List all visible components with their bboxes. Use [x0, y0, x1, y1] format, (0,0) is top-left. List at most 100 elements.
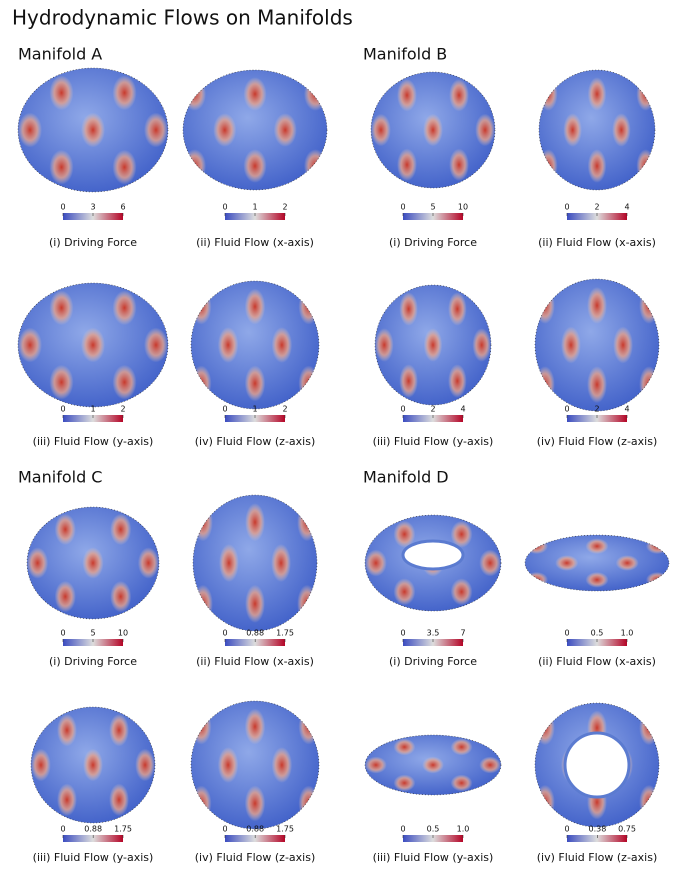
colorbar-tick-label: 0: [222, 629, 227, 638]
heat-blob: [273, 113, 297, 147]
manifold-render: [374, 284, 492, 406]
heat-blob: [479, 756, 501, 774]
colorbar-tick-label: 3.5: [427, 629, 440, 638]
colorbar-tick-label: 0: [60, 405, 65, 414]
heat-blob: [243, 149, 267, 183]
heat-blobs: [18, 75, 168, 185]
heat-blob: [245, 503, 265, 542]
surface: [193, 495, 317, 631]
heat-blob: [49, 75, 74, 111]
heat-blob: [244, 785, 266, 822]
heat-blob: [587, 366, 607, 404]
colorbar-tick-label: 0: [564, 629, 569, 638]
surface-edge: [17, 67, 169, 193]
heat-blob: [83, 748, 103, 782]
colorbar: [63, 639, 123, 646]
heat-blob: [112, 290, 137, 326]
panel-caption: (ii) Fluid Flow (x-axis): [538, 236, 656, 249]
heat-blob: [81, 327, 105, 363]
colorbar-tick-label: 2: [594, 405, 599, 414]
heat-blob: [397, 148, 417, 182]
surface: [191, 281, 319, 409]
colorbar-tick-label: 0.5: [591, 629, 604, 638]
heat-blob: [448, 292, 467, 326]
heat-blob: [298, 288, 319, 325]
colorbar-tick-label: 4: [460, 405, 465, 414]
colorbar: [403, 835, 463, 842]
panel-caption: (iii) Fluid Flow (y-axis): [373, 851, 494, 864]
surface-edge: [26, 506, 160, 620]
heat-blob: [449, 148, 469, 182]
panel-caption: (iii) Fluid Flow (y-axis): [33, 851, 154, 864]
heat-blob: [393, 738, 416, 756]
heat-blob: [450, 520, 473, 548]
heat-blobs: [371, 78, 495, 182]
surface: [525, 535, 669, 591]
manifold-render: [370, 71, 496, 189]
panel-caption: (i) Driving Force: [49, 236, 137, 249]
heat-blob: [298, 785, 319, 822]
colorbar-tick-label: 5: [430, 203, 435, 212]
colorbar: [567, 415, 627, 422]
heat-blob: [49, 290, 74, 326]
manifold-render: [534, 278, 660, 412]
heat-blob: [525, 538, 549, 555]
hole: [401, 539, 465, 571]
heat-blob: [393, 520, 416, 548]
surface-edge: [17, 282, 169, 408]
colorbar-tick-label: 2: [120, 405, 125, 414]
panel-caption: (i) Driving Force: [389, 236, 477, 249]
heat-blob: [636, 149, 655, 183]
panel-caption: (ii) Fluid Flow (x-axis): [196, 655, 314, 668]
heat-blob: [183, 149, 207, 183]
heat-blobs: [365, 738, 501, 792]
heat-blob: [639, 710, 659, 746]
heat-blob: [31, 748, 51, 782]
heat-blob: [397, 78, 417, 112]
colorbar: [567, 213, 627, 220]
colorbar-tick-label: 2: [282, 203, 287, 212]
colorbar-tick-label: 0: [222, 405, 227, 414]
surface: [539, 70, 655, 190]
heat-blob: [54, 580, 76, 613]
manifold-render: [190, 700, 320, 830]
heat-blob: [191, 708, 212, 745]
manifold-render: [364, 734, 502, 796]
heat-blob: [243, 77, 267, 111]
surface-edge: [190, 280, 320, 410]
heat-blob: [639, 286, 659, 324]
surface-edge: [190, 700, 320, 830]
heat-blob: [110, 580, 132, 613]
panel-caption: (ii) Fluid Flow (x-axis): [196, 236, 314, 249]
colorbar: [567, 639, 627, 646]
colorbar: [225, 639, 285, 646]
panel-caption: (iii) Fluid Flow (y-axis): [33, 435, 154, 448]
colorbar-tick-label: 4: [624, 405, 629, 414]
manifold-heading: Manifold D: [363, 468, 449, 487]
panel-caption: (iv) Fluid Flow (z-axis): [537, 435, 658, 448]
colorbar-tick-label: 2: [594, 203, 599, 212]
heat-blob: [57, 783, 77, 817]
heat-blob: [109, 783, 129, 817]
heat-blob: [112, 149, 137, 185]
colorbar-tick-label: 0: [400, 203, 405, 212]
colorbar-tick-label: 1: [90, 405, 95, 414]
heat-blob: [112, 75, 137, 111]
heat-blob: [49, 364, 74, 400]
colorbar-tick-label: 1.75: [114, 825, 132, 834]
heat-blob: [535, 710, 555, 746]
heat-blob: [450, 774, 473, 792]
heat-blob: [244, 365, 266, 402]
heat-blob: [587, 149, 607, 183]
colorbar: [63, 213, 123, 220]
heat-blob: [193, 503, 213, 542]
heat-blob: [612, 113, 631, 147]
heat-blob: [561, 326, 581, 364]
surface-edge: [30, 706, 156, 824]
manifold-render: [17, 282, 169, 408]
surface-edge: [534, 278, 660, 412]
heat-blob: [475, 113, 495, 147]
colorbar-tick-label: 3: [90, 203, 95, 212]
colorbar-tick-label: 0: [60, 825, 65, 834]
surface-edge: [534, 702, 660, 828]
